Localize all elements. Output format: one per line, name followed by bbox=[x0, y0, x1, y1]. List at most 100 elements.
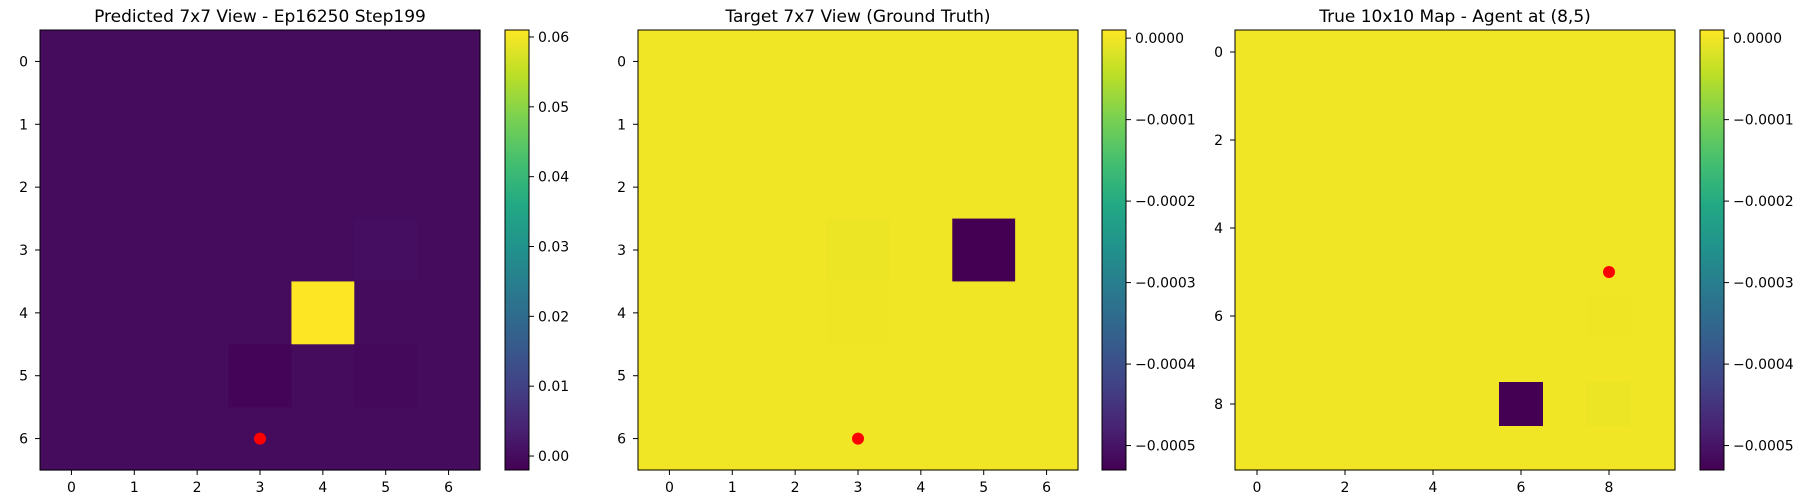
x-tick-label: 2 bbox=[1341, 480, 1350, 496]
y-tick-label: 2 bbox=[617, 180, 626, 196]
heatmap-cell bbox=[165, 281, 230, 345]
heatmap-cell bbox=[102, 155, 167, 220]
x-tick-label: 1 bbox=[728, 480, 737, 496]
heatmap-cell bbox=[1015, 344, 1079, 408]
heatmap-cell bbox=[1323, 250, 1368, 295]
heatmap-cell bbox=[291, 30, 355, 94]
heatmap-cell bbox=[40, 218, 104, 283]
heatmap-cell bbox=[700, 344, 765, 408]
heatmap-cell bbox=[1587, 30, 1632, 75]
heatmap-cell bbox=[1587, 382, 1632, 427]
chart-title: True 10x10 Map - Agent at (8,5) bbox=[1318, 7, 1591, 27]
heatmap-cell bbox=[1015, 281, 1079, 345]
colorbar-tick-label: −0.0002 bbox=[1135, 194, 1196, 210]
heatmap-cell bbox=[952, 407, 1016, 471]
heatmap-cell bbox=[165, 218, 230, 283]
x-tick-label: 1 bbox=[130, 480, 139, 496]
heatmap-cell bbox=[1499, 74, 1544, 119]
heatmap-cell bbox=[1543, 118, 1588, 163]
colorbar-tick-label: −0.0001 bbox=[1135, 113, 1196, 129]
heatmap-cell bbox=[1235, 162, 1280, 207]
heatmap-cell bbox=[889, 407, 953, 471]
heatmap-cell bbox=[1367, 74, 1412, 119]
heatmap-cell bbox=[1367, 250, 1412, 295]
heatmap-cell bbox=[826, 344, 891, 408]
heatmap-cell bbox=[165, 155, 230, 220]
agent-marker bbox=[254, 432, 266, 445]
colorbar-tick-label: 0.02 bbox=[538, 309, 569, 325]
heatmap-cell bbox=[1455, 250, 1500, 295]
heatmap-cell bbox=[763, 407, 828, 471]
y-tick-label: 5 bbox=[617, 369, 626, 385]
x-tick-label: 8 bbox=[1605, 480, 1614, 496]
heatmap-cell bbox=[1279, 30, 1324, 75]
heatmap-cell bbox=[889, 218, 953, 283]
heatmap-cell bbox=[638, 155, 702, 220]
heatmap-cell bbox=[1235, 74, 1280, 119]
x-tick-label: 0 bbox=[665, 480, 674, 496]
heatmap-cell bbox=[1587, 74, 1632, 119]
y-tick-label: 0 bbox=[19, 54, 28, 70]
y-tick-label: 4 bbox=[19, 306, 28, 322]
heatmap-cell bbox=[1631, 294, 1676, 339]
heatmap-cell bbox=[102, 281, 167, 345]
colorbar: 0.06 0.05 0.04 0.03 0.02 0.01 0.00 bbox=[504, 29, 569, 471]
colorbar-tick-label: −0.0001 bbox=[1733, 113, 1794, 129]
heatmap-cell bbox=[1631, 118, 1676, 163]
heatmap-cell bbox=[40, 30, 104, 94]
y-tick-label: 1 bbox=[617, 117, 626, 133]
colorbar-gradient bbox=[504, 29, 530, 471]
heatmap-cell bbox=[1455, 382, 1500, 427]
chart-title: Predicted 7x7 View - Ep16250 Step199 bbox=[94, 7, 426, 27]
heatmap-cell bbox=[1411, 30, 1456, 75]
heatmap-cell bbox=[1367, 118, 1412, 163]
heatmap-cell bbox=[1323, 382, 1368, 427]
heatmap-cell bbox=[102, 92, 167, 157]
heatmap-cell bbox=[40, 281, 104, 345]
heatmap-cell bbox=[291, 344, 355, 408]
heatmap-cell bbox=[1631, 162, 1676, 207]
heatmap-cell bbox=[228, 218, 293, 283]
heatmap-cell bbox=[1631, 30, 1676, 75]
heatmap-cell bbox=[417, 407, 481, 471]
heatmap-cell bbox=[1587, 206, 1632, 251]
colorbar-tick-label: −0.0003 bbox=[1135, 276, 1196, 292]
y-tick-label: 3 bbox=[19, 243, 28, 259]
heatmap-cell bbox=[228, 92, 293, 157]
heatmap-cell bbox=[826, 218, 891, 283]
heatmap-cell bbox=[1455, 206, 1500, 251]
heatmap-cell bbox=[1279, 382, 1324, 427]
heatmap-cell bbox=[102, 344, 167, 408]
heatmap-cell bbox=[1631, 426, 1676, 471]
heatmap-cell bbox=[1499, 250, 1544, 295]
heatmap-cell bbox=[1323, 162, 1368, 207]
heatmap-cell bbox=[1543, 382, 1588, 427]
heatmap-cell bbox=[700, 218, 765, 283]
heatmap-cell bbox=[1543, 162, 1588, 207]
heatmap-cell bbox=[889, 281, 953, 345]
heatmap-cell bbox=[354, 30, 418, 94]
heatmap-cell bbox=[1411, 426, 1456, 471]
heatmap-cell bbox=[291, 407, 355, 471]
y-tick-label: 2 bbox=[19, 180, 28, 196]
heatmap-cell bbox=[291, 281, 355, 345]
heatmap-cell bbox=[417, 344, 481, 408]
colorbar-tick-label: −0.0004 bbox=[1135, 357, 1196, 373]
heatmap-cell bbox=[638, 344, 702, 408]
heatmap-cell bbox=[1455, 30, 1500, 75]
heatmap-cell bbox=[1279, 294, 1324, 339]
plot-frame bbox=[1234, 29, 1676, 471]
heatmap-cell bbox=[1235, 382, 1280, 427]
heatmap-cell bbox=[1631, 338, 1676, 383]
heatmap-cell bbox=[1323, 426, 1368, 471]
heatmap-cell bbox=[1235, 294, 1280, 339]
heatmap-cell bbox=[40, 92, 104, 157]
heatmap-cell bbox=[1279, 338, 1324, 383]
heatmap-cell bbox=[1235, 338, 1280, 383]
x-tick-label: 4 bbox=[1429, 480, 1438, 496]
heatmap-cell bbox=[1631, 250, 1676, 295]
heatmap-cell bbox=[1455, 294, 1500, 339]
heatmap-cell bbox=[1367, 382, 1412, 427]
heatmap-panel-1: Target 7x7 View (Ground Truth) 0 1 2 3 4 5 6 0 1 2… bbox=[617, 7, 1196, 496]
